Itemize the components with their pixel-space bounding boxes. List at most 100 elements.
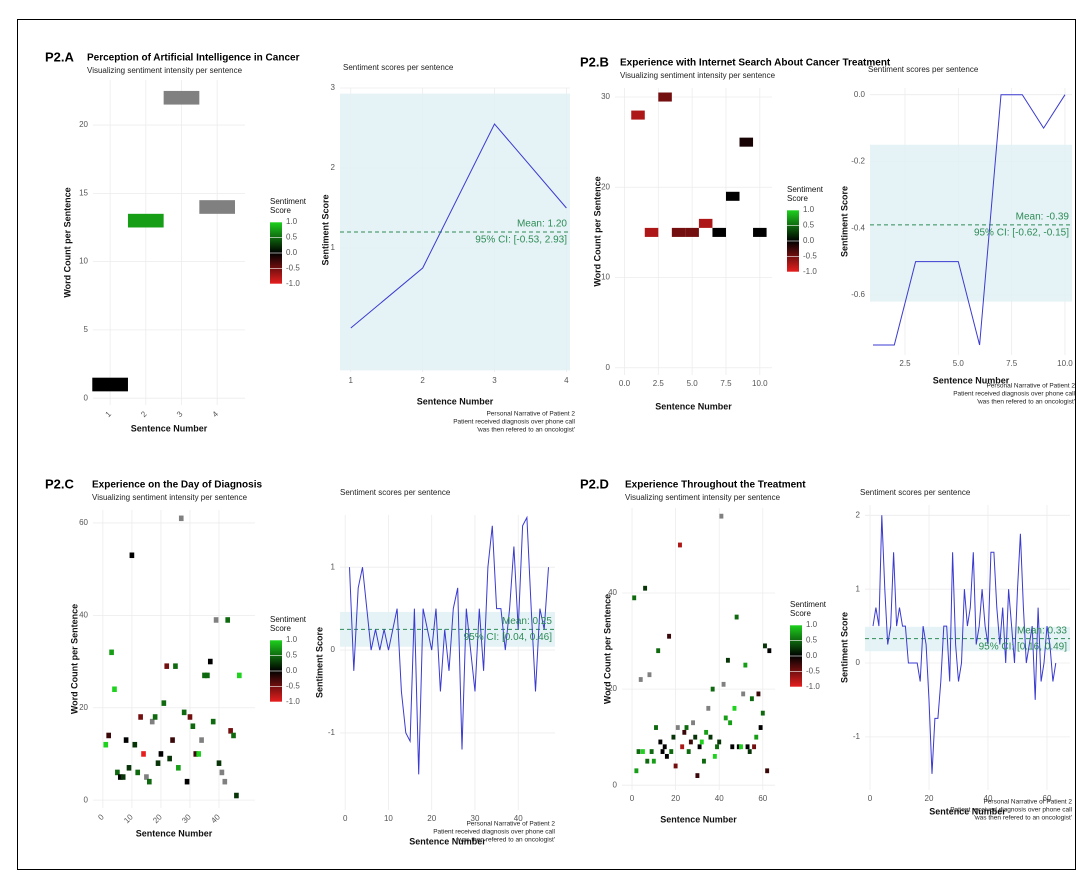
tile	[732, 705, 737, 711]
tile	[691, 720, 696, 726]
legend-label: -0.5	[806, 667, 820, 676]
x-tick-label: 2	[139, 409, 149, 419]
panel-title: Experience Throughout the Treatment	[625, 480, 806, 491]
tile	[205, 672, 210, 679]
tile	[721, 681, 726, 687]
legend-label: -0.5	[803, 252, 817, 261]
x-tick-label: 7.5	[720, 379, 732, 388]
tile	[164, 663, 170, 669]
x-tick-label: 30	[180, 812, 193, 825]
tile	[654, 725, 658, 730]
tile	[763, 643, 767, 649]
tile	[149, 718, 155, 725]
tile	[662, 744, 667, 750]
tile	[155, 760, 161, 766]
tile	[234, 792, 239, 799]
tile	[719, 513, 724, 519]
y-tick-label: 10	[79, 257, 88, 266]
y-tick-label: -1	[328, 728, 336, 737]
tile	[680, 744, 685, 750]
ci-band	[870, 144, 1072, 302]
x-tick-label: 0	[630, 794, 635, 803]
x-tick-label: 10.0	[1057, 359, 1073, 368]
tile	[754, 734, 759, 740]
y-tick-label: 3	[331, 83, 336, 92]
y-tick-label: 0	[613, 780, 618, 789]
tile	[123, 737, 129, 743]
tile	[649, 749, 654, 754]
y-axis-label: Word Count per Sentence	[592, 176, 602, 286]
y-tick-label: 2	[856, 510, 861, 519]
x-tick-label: 0	[868, 794, 873, 803]
y-tick-label: 40	[608, 588, 617, 597]
tile	[667, 633, 672, 639]
y-tick-label: 20	[79, 703, 88, 712]
ci-label: 95% CI: [0.04, 0.46]	[464, 632, 553, 643]
tile	[730, 744, 735, 750]
tile	[678, 542, 682, 548]
y-axis-label: Sentiment Score	[839, 186, 849, 257]
tile	[167, 755, 172, 762]
y-tick-label: 20	[79, 120, 88, 129]
legend-label: 0.0	[286, 248, 298, 257]
tile	[636, 749, 641, 754]
tile	[686, 749, 691, 754]
tile	[741, 691, 746, 697]
x-axis-label: Sentence Number	[660, 814, 737, 824]
y-axis-label: Sentiment Score	[839, 612, 849, 683]
legend-label: -1.0	[803, 267, 817, 276]
mean-label: Mean: 0.25	[502, 616, 552, 627]
tile	[158, 751, 164, 757]
tile	[664, 753, 669, 759]
x-tick-label: 40	[514, 814, 523, 823]
tile	[712, 753, 717, 759]
tile	[176, 765, 181, 771]
panel-subtitle: Visualizing sentiment intensity per sent…	[92, 493, 248, 502]
tile	[734, 614, 739, 620]
mean-label: Mean: 0.33	[1017, 625, 1067, 636]
legend-label: 0.5	[806, 636, 818, 645]
tile	[685, 227, 699, 237]
x-tick-label: 60	[758, 794, 767, 803]
tile	[647, 672, 652, 678]
y-axis-label: Sentiment Score	[320, 194, 330, 265]
caption: 'was then refered to an oncologist'	[457, 837, 555, 844]
x-tick-label: 2.5	[653, 379, 665, 388]
legend-label: 0.5	[286, 233, 298, 242]
sentiment-line	[349, 515, 549, 775]
y-axis-label: Word Count per Sentence	[69, 604, 79, 714]
tile	[658, 92, 672, 102]
tile	[673, 763, 678, 769]
tile	[752, 744, 757, 750]
x-tick-label: 10	[122, 812, 135, 825]
tile	[747, 749, 752, 754]
tile	[112, 686, 117, 693]
legend-title: Sentiment	[270, 197, 307, 206]
y-tick-label: 0	[856, 658, 861, 667]
y-tick-label: -1	[853, 732, 861, 741]
x-tick-label: 10	[384, 814, 393, 823]
tile	[216, 760, 222, 766]
tile	[706, 705, 711, 711]
tile	[170, 737, 175, 743]
tile	[225, 617, 231, 623]
y-tick-label: 0	[84, 393, 89, 402]
y-tick-label: -0.6	[851, 290, 865, 299]
chart-title: Sentiment scores per sentence	[340, 488, 451, 497]
caption: Patient received diagnosis over phone ca…	[433, 829, 555, 836]
legend-label: -1.0	[286, 697, 300, 706]
tile	[152, 714, 158, 720]
legend-title: Score	[270, 206, 291, 215]
caption: Patient received diagnosis over phone ca…	[953, 391, 1075, 398]
panel-subtitle: Visualizing sentiment intensity per sent…	[620, 71, 776, 80]
panel-label: P2.B	[580, 54, 609, 69]
legend-label: -0.5	[286, 264, 300, 273]
legend-title: Sentiment	[790, 600, 827, 609]
tile	[135, 769, 141, 776]
tile	[129, 552, 135, 559]
tile	[745, 744, 750, 750]
legend-label: -1.0	[806, 682, 820, 691]
x-tick-label: 5.0	[687, 379, 699, 388]
tile	[758, 725, 763, 730]
y-tick-label: 10	[601, 273, 610, 282]
